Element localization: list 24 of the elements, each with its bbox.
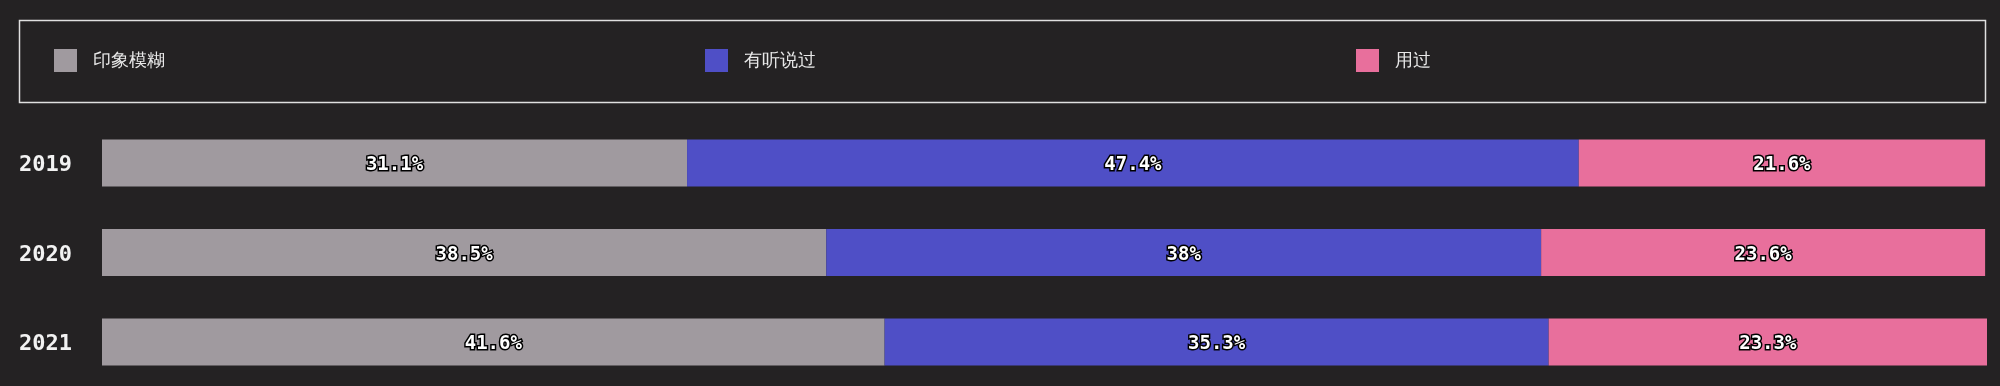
y-tick-label: 2019 bbox=[19, 151, 72, 176]
y-tick-label: 2021 bbox=[19, 330, 72, 355]
data-label: 41.6% bbox=[464, 331, 523, 353]
bar bbox=[687, 139, 1579, 187]
bar bbox=[884, 318, 1549, 366]
legend-label: 用过 bbox=[1395, 49, 1431, 70]
bar bbox=[826, 229, 1542, 276]
bar bbox=[1578, 139, 1986, 187]
data-label: 31.1% bbox=[365, 152, 424, 174]
data-label: 47.4% bbox=[1104, 152, 1163, 174]
legend-label: 有听说过 bbox=[744, 49, 816, 70]
bar bbox=[102, 229, 827, 276]
legend-label: 印象模糊 bbox=[93, 49, 165, 70]
bar bbox=[1548, 318, 1987, 366]
data-label: 23.3% bbox=[1739, 331, 1797, 353]
data-label: 35.3% bbox=[1188, 331, 1246, 353]
data-label: 38.5% bbox=[435, 241, 494, 264]
bar bbox=[102, 318, 885, 366]
y-tick-label: 2020 bbox=[19, 240, 72, 266]
bar bbox=[102, 139, 688, 187]
bar bbox=[1541, 229, 1986, 276]
data-label: 21.6% bbox=[1753, 152, 1812, 174]
data-label: 23.6% bbox=[1734, 241, 1793, 264]
data-label: 38% bbox=[1166, 241, 1202, 264]
